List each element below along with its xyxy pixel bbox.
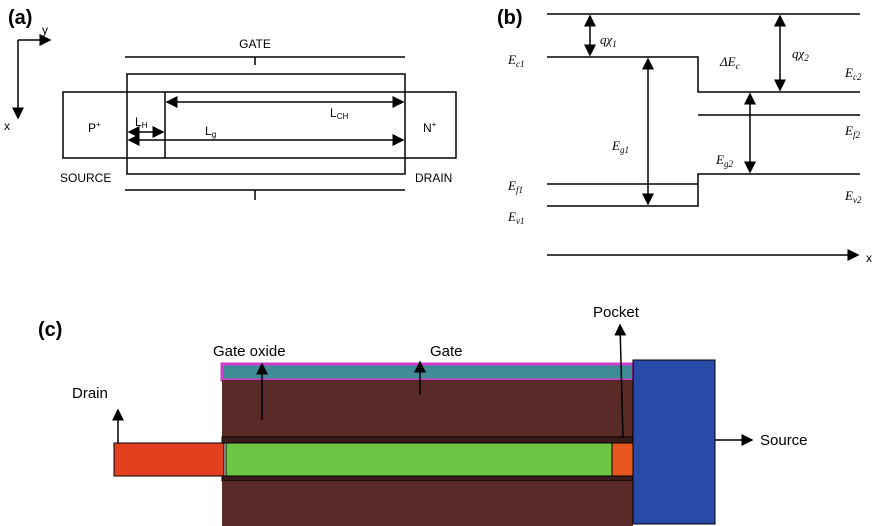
valence-band — [547, 174, 860, 206]
panel-label: (c) — [38, 319, 62, 341]
panel-label: (a) — [8, 7, 32, 29]
figure: (a) y x GATE P+ N+ LH Lg LCH SOURCE DRAI… — [0, 0, 877, 526]
energy-label: qχ1 — [600, 32, 617, 49]
energy-label: Eg1 — [611, 138, 629, 155]
drain-region — [114, 443, 224, 476]
energy-label: Ev1 — [507, 209, 524, 226]
panel-label: (b) — [497, 7, 523, 29]
conduction-band — [547, 57, 860, 92]
dimension-label: Lg — [205, 124, 216, 139]
callout: Gate oxide — [213, 343, 286, 360]
source-region — [633, 360, 715, 524]
interface — [222, 476, 633, 481]
callout: Pocket — [593, 304, 640, 321]
dimension-label: LCH — [330, 106, 348, 121]
gate-top — [222, 364, 633, 380]
terminal-label: DRAIN — [415, 171, 452, 185]
panel-b: (b) x qχ1 qχ2 Ec1 ΔEc Ec2 Eg1 Eg2 Ef2 Ef… — [497, 7, 872, 265]
axis-label: x — [866, 251, 872, 265]
interface — [222, 437, 633, 443]
energy-label: Ec2 — [844, 65, 862, 82]
gate-label: GATE — [239, 37, 271, 51]
terminal-label: SOURCE — [60, 171, 111, 185]
axis-label: y — [42, 23, 48, 37]
panel-a: (a) y x GATE P+ N+ LH Lg LCH SOURCE DRAI… — [4, 7, 456, 200]
energy-label: qχ2 — [792, 46, 809, 63]
callout: Source — [760, 432, 808, 449]
axis-label: x — [4, 119, 10, 133]
gate-box — [127, 74, 405, 174]
region-label: P+ — [88, 120, 101, 135]
dimension-label: LH — [135, 115, 148, 130]
energy-label: Ev2 — [844, 188, 862, 205]
channel — [226, 443, 612, 476]
panel-c: (c) Pocket Gate oxide Gate Drain Source — [38, 304, 808, 526]
energy-label: Ef2 — [844, 123, 860, 140]
oxide-bottom — [222, 481, 633, 526]
oxide-top — [222, 380, 633, 437]
region-label: N+ — [423, 120, 437, 135]
callout: Drain — [72, 385, 108, 402]
callout: Gate — [430, 343, 463, 360]
energy-label: Eg2 — [715, 152, 733, 169]
pocket — [612, 443, 633, 476]
energy-label: ΔEc — [719, 54, 740, 71]
energy-label: Ef1 — [507, 178, 523, 195]
energy-label: Ec1 — [507, 52, 524, 69]
